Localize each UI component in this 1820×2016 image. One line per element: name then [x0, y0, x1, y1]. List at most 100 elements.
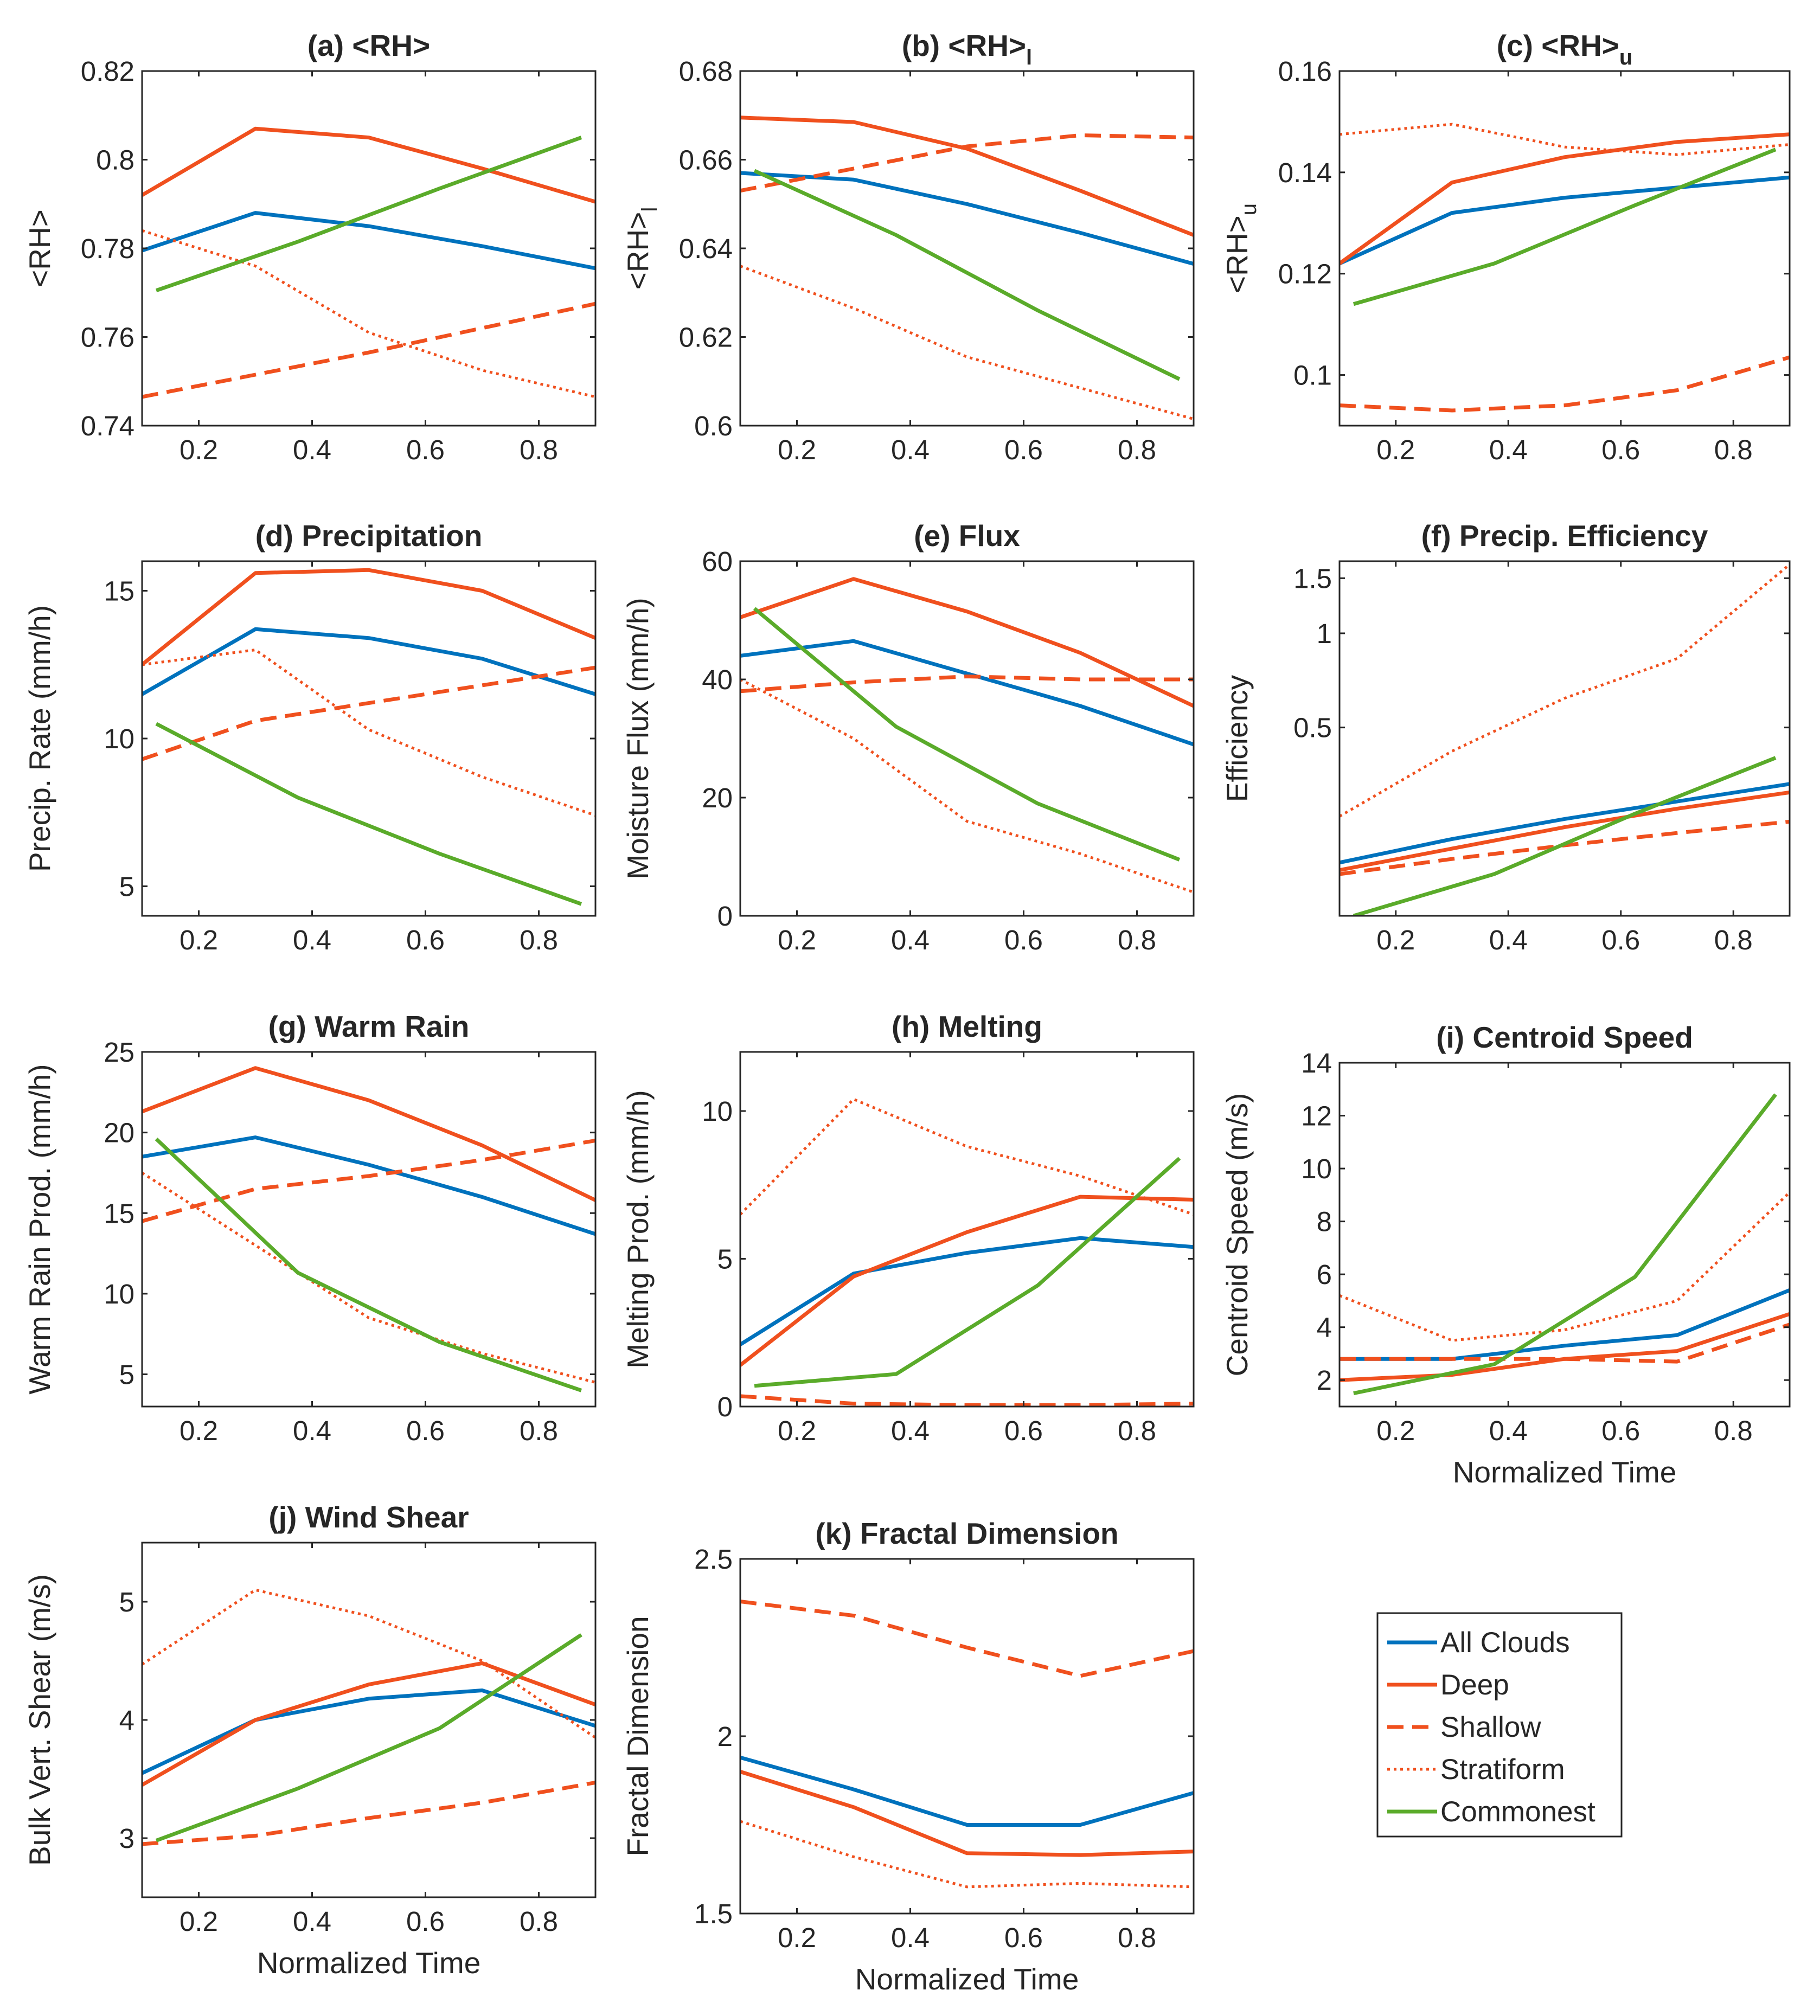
x-tick-label: 0.8: [1118, 924, 1156, 955]
chart-title-subscript: u: [1619, 46, 1632, 69]
x-tick-label: 0.4: [891, 924, 930, 955]
y-axis-label: Precip. Rate (mm/h): [23, 605, 56, 872]
y-tick-label: 20: [104, 1118, 134, 1148]
series-line-shallow: [142, 301, 595, 399]
x-tick-label: 0.6: [406, 924, 445, 955]
x-tick-label: 0.6: [1004, 1415, 1043, 1446]
x-tick-label: 0.4: [293, 434, 331, 465]
y-tick-label: 20: [702, 782, 733, 813]
x-tick-label: 0.4: [1489, 434, 1528, 465]
series-line-all: [740, 1755, 1194, 1827]
x-tick-label: 0.6: [1004, 1922, 1043, 1953]
y-axis-label: <RH>: [23, 209, 56, 287]
y-tick-label: 5: [119, 1587, 134, 1617]
x-tick-label: 0.4: [1489, 924, 1528, 955]
chart-title: (g) Warm Rain: [268, 1010, 470, 1043]
series-line-strat: [740, 265, 1194, 421]
series-line-common: [1353, 1093, 1777, 1396]
series-line-common: [155, 1633, 582, 1842]
series-line-all: [1340, 782, 1790, 865]
series-line-all: [1340, 175, 1790, 266]
legend-label-common: Commonest: [1440, 1796, 1595, 1828]
series-line-deep: [740, 1195, 1194, 1367]
series-line-deep: [142, 1066, 595, 1202]
y-tick-label: 0.5: [1293, 712, 1332, 743]
legend-label-deep: Deep: [1440, 1669, 1509, 1701]
series-line-common: [754, 1157, 1181, 1388]
y-axis-label: Centroid Speed (m/s): [1220, 1093, 1254, 1377]
y-axis-label: Bulk Vert. Shear (m/s): [23, 1574, 56, 1866]
y-tick-label: 12: [1301, 1101, 1332, 1132]
series-line-strat: [142, 1171, 595, 1384]
chart-title: (k) Fractal Dimension: [815, 1517, 1118, 1550]
series-line-all: [740, 171, 1194, 266]
axes-box: [1338, 1062, 1791, 1408]
axes-box: [141, 560, 597, 917]
series-line-deep: [142, 568, 595, 666]
chart-h: 0.2 0.4 0.6 0.8 0 5 10 (h) Melting Melting Prod.…: [621, 1010, 1195, 1446]
x-tick-label: 0.2: [778, 1415, 816, 1446]
x-axis-label: Normalized Time: [855, 1962, 1079, 1996]
y-axis-label: <RH>u: [1220, 203, 1261, 293]
x-tick-label: 0.2: [1376, 1415, 1415, 1446]
y-tick-label: 0.6: [694, 410, 733, 441]
chart-title: (b) <RH>l: [902, 29, 1032, 69]
series-line-shallow: [142, 1139, 595, 1223]
axes-box: [739, 560, 1195, 917]
y-tick-label: 0.64: [679, 233, 733, 264]
y-tick-label: 5: [119, 871, 134, 902]
y-axis-label: Moisture Flux (mm/h): [621, 598, 655, 879]
series-line-all: [142, 627, 595, 696]
y-tick-label: 5: [119, 1359, 134, 1390]
y-tick-label: 8: [1317, 1206, 1332, 1237]
series-line-strat: [740, 678, 1194, 894]
x-tick-label: 0.6: [1004, 434, 1043, 465]
y-tick-label: 0.74: [81, 410, 134, 441]
x-tick-label: 0.2: [180, 434, 218, 465]
series-line-strat: [1340, 123, 1790, 156]
x-tick-label: 0.8: [520, 924, 558, 955]
y-tick-label: 40: [702, 664, 733, 695]
series-line-strat: [740, 1820, 1194, 1889]
y-tick-label: 60: [702, 546, 733, 577]
x-tick-label: 0.6: [1601, 1415, 1640, 1446]
x-tick-label: 0.6: [1601, 924, 1640, 955]
series-line-deep: [740, 115, 1194, 237]
axes-box: [739, 70, 1195, 427]
chart-title: (c) <RH>u: [1497, 29, 1633, 69]
series-line-all: [142, 1135, 595, 1236]
x-tick-label: 0.6: [406, 434, 445, 465]
y-axis-label: Efficiency: [1220, 675, 1254, 802]
legend-box: [1376, 1612, 1623, 1838]
x-tick-label: 0.8: [520, 1906, 558, 1937]
y-tick-label: 5: [717, 1244, 733, 1275]
y-tick-label: 0.12: [1278, 259, 1332, 290]
chart-c: 0.2 0.4 0.6 0.8 0.1 0.12 0.14 0.16 (c) <RH>u <RH>…: [1220, 29, 1791, 465]
chart-g: 0.2 0.4 0.6 0.8 5 10 15 20 25 (g) Warm Rain Warm R…: [23, 1010, 597, 1446]
x-tick-label: 0.2: [180, 1906, 218, 1937]
series-line-shallow: [1340, 355, 1790, 413]
series-line-common: [155, 722, 582, 906]
chart-a: 0.2 0.4 0.6 0.8 0.74 0.76 0.78 0.8 0.82 (a) <RH> <…: [23, 29, 597, 465]
x-tick-label: 0.8: [1714, 924, 1753, 955]
axes-box: [1338, 560, 1791, 917]
x-tick-label: 0.8: [1714, 434, 1753, 465]
y-axis-label: Melting Prod. (mm/h): [621, 1090, 655, 1368]
series-line-strat: [1340, 1191, 1790, 1342]
axes-box: [141, 70, 597, 427]
series-line-shallow: [142, 1781, 595, 1846]
y-tick-label: 0.1: [1293, 360, 1332, 391]
x-tick-label: 0.4: [1489, 1415, 1528, 1446]
y-tick-label: 0.16: [1278, 56, 1332, 87]
x-tick-label: 0.2: [778, 924, 816, 955]
legend: All Clouds Deep Shallow Stratiform Commonest: [1376, 1612, 1623, 1838]
series-line-deep: [740, 577, 1194, 708]
chart-k: 0.2 0.4 0.6 0.8 1.5 2 2.5 (k) Fractal Dimension…: [621, 1517, 1195, 1996]
x-tick-label: 0.4: [293, 1415, 331, 1446]
series-line-common: [1353, 756, 1777, 916]
legend-label-all: All Clouds: [1440, 1627, 1570, 1659]
series-line-deep: [142, 126, 595, 204]
chart-i: 0.2 0.4 0.6 0.8 2 4 6 8 10 12 14 (i) Centroid Speed…: [1220, 1020, 1791, 1489]
y-tick-label: 2.5: [694, 1544, 733, 1575]
x-tick-label: 0.6: [1004, 924, 1043, 955]
